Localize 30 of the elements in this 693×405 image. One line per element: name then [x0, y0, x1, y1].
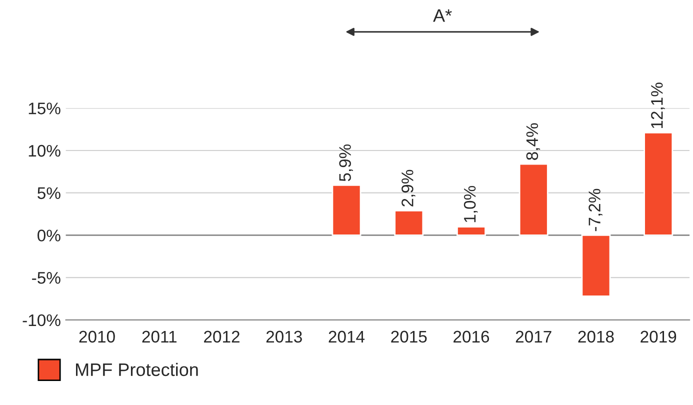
y-tick-label: 15% [28, 102, 60, 114]
data-label: 2,9% [402, 170, 416, 206]
y-tick-label: 5% [38, 187, 60, 200]
x-tick-label: 2016 [454, 330, 490, 343]
x-tick-label: 2011 [142, 330, 176, 343]
bar [518, 163, 548, 236]
x-tick-label: 2010 [79, 330, 115, 343]
bar [581, 234, 611, 297]
bar [644, 132, 674, 236]
x-tick-label: 2019 [640, 330, 676, 343]
y-tick-label: -10% [22, 314, 60, 326]
legend-label: MPF Protection [76, 362, 198, 376]
bar [394, 210, 424, 236]
data-label: 12,1% [651, 82, 665, 128]
y-tick-label: -5% [32, 272, 60, 284]
bar [456, 226, 486, 236]
data-label: 8,4% [526, 123, 540, 160]
x-tick-label: 2014 [328, 330, 365, 343]
data-label: -7,2% [588, 188, 602, 232]
x-tick-label: 2012 [204, 330, 240, 343]
x-tick-label: 2018 [578, 330, 614, 343]
y-tick-label: 10% [28, 144, 60, 157]
x-tick-label: 2017 [516, 330, 552, 343]
x-tick-label: 2015 [391, 330, 427, 343]
data-label: 5,9% [339, 144, 353, 182]
x-tick-label: 2013 [266, 330, 302, 343]
bar [332, 184, 362, 236]
text: A* [433, 9, 452, 22]
y-tick-label: 0% [38, 230, 60, 242]
data-label: 1,0% [464, 186, 478, 222]
